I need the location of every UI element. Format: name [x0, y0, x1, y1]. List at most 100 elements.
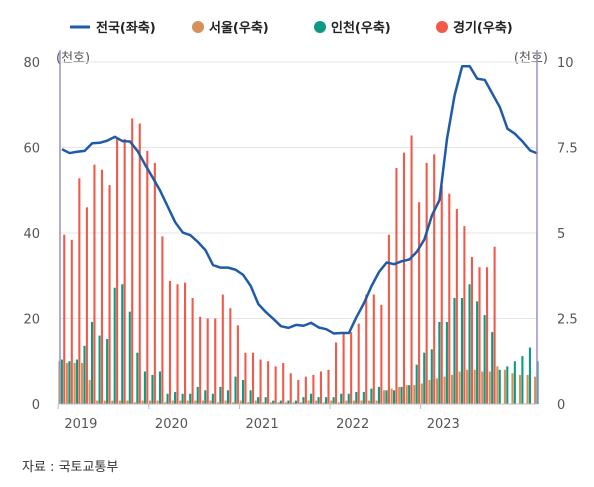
- gyeonggi-bar: [267, 361, 270, 404]
- seoul-bar: [322, 402, 325, 404]
- seoul-bar: [164, 402, 167, 404]
- gyeonggi-bar: [486, 267, 489, 404]
- incheon-bar: [445, 321, 448, 404]
- seoul-bar: [186, 400, 189, 404]
- seoul-bar: [292, 402, 295, 404]
- seoul-bar: [518, 374, 522, 404]
- left-axis-unit: (천호): [56, 51, 90, 66]
- gyeonggi-bar: [372, 294, 375, 404]
- incheon-bar: [430, 349, 433, 404]
- gyeonggi-bar: [410, 135, 413, 404]
- left-tick-label: 60: [23, 142, 40, 157]
- gyeonggi-bar: [335, 342, 338, 404]
- incheon-bar: [347, 393, 350, 404]
- right-tick-label: 2.5: [557, 313, 578, 328]
- incheon-bar: [385, 390, 388, 404]
- left-tick-label: 20: [23, 313, 40, 328]
- gyeonggi-bar: [229, 308, 232, 404]
- legend: 전국(좌축) 서울(우축) 인천(우축) 경기(우축): [70, 20, 513, 36]
- gyeonggi-bar: [402, 152, 406, 404]
- gyeonggi-bar: [161, 236, 164, 404]
- gyeonggi-bar: [282, 362, 285, 404]
- incheon-bar: [158, 371, 162, 404]
- incheon-bar: [355, 392, 358, 404]
- gyeonggi-bar: [191, 297, 194, 404]
- incheon-bar: [226, 390, 229, 404]
- gyeonggi-bar: [365, 294, 368, 404]
- incheon-bar: [377, 386, 380, 404]
- seoul-bar: [413, 385, 416, 404]
- gyeonggi-bar: [85, 207, 88, 404]
- incheon-bar: [513, 361, 516, 404]
- gyeonggi-bar: [108, 185, 111, 404]
- axes: [59, 50, 538, 405]
- seoul-bar: [194, 400, 197, 404]
- incheon-bar: [75, 359, 78, 404]
- seoul-bar: [390, 388, 393, 404]
- national-series-line: [61, 65, 539, 335]
- gyeonggi-bar: [380, 304, 383, 404]
- gyeonggi-bar: [184, 282, 187, 404]
- incheon-bar: [166, 393, 169, 404]
- incheon-bar: [143, 371, 146, 404]
- incheon-bar: [272, 400, 275, 404]
- gyeonggi-bar: [116, 138, 119, 404]
- x-tick-label: 2020: [155, 417, 188, 432]
- seoul-bar: [488, 371, 491, 404]
- seoul-bar: [451, 374, 454, 404]
- gyeonggi-bar: [463, 226, 466, 404]
- gyeonggi-bar: [418, 202, 421, 404]
- seoul-bar: [73, 362, 76, 404]
- incheon-bar: [340, 393, 343, 404]
- seoul-bar: [247, 402, 250, 404]
- incheon-bar: [400, 386, 403, 404]
- incheon-bar: [242, 380, 245, 404]
- seoul-bar: [171, 400, 174, 404]
- incheon-bar: [249, 390, 252, 404]
- gyeonggi-bar: [455, 209, 458, 404]
- incheon-bar: [189, 393, 192, 404]
- seoul-bar: [254, 400, 257, 404]
- incheon-bar: [476, 301, 479, 404]
- incheon-bar: [438, 321, 441, 404]
- seoul-bar: [262, 402, 265, 404]
- gyeonggi-bar: [312, 374, 315, 404]
- gyeonggi-bar: [470, 256, 473, 404]
- incheon-bar: [483, 315, 486, 404]
- incheon-bar: [113, 287, 116, 404]
- right-tick-label: 0: [557, 398, 565, 413]
- gyeonggi-bar: [206, 318, 209, 404]
- incheon-bar: [279, 400, 282, 404]
- incheon-bar: [309, 393, 313, 404]
- seoul-bar: [458, 371, 461, 404]
- legend-dot-gyeonggi-icon: [436, 21, 448, 33]
- gyeonggi-bar: [350, 332, 353, 404]
- seoul-bar: [473, 369, 476, 404]
- seoul-bar: [239, 400, 242, 404]
- gyeonggi-bar: [493, 246, 496, 404]
- seoul-bar: [503, 369, 506, 404]
- gyeonggi-bar: [440, 185, 443, 404]
- gyeonggi-bar: [153, 162, 156, 404]
- seoul-bar: [511, 373, 514, 404]
- gyeonggi-bar: [274, 366, 277, 404]
- seoul-bar: [269, 402, 272, 404]
- right-tick-label: 10: [557, 56, 574, 71]
- incheon-bar: [136, 352, 139, 404]
- gyeonggi-bar: [342, 332, 345, 404]
- gyeonggi-bar: [199, 316, 202, 404]
- seoul-bar: [232, 402, 235, 404]
- gyeonggi-bar: [146, 150, 149, 404]
- right-tick-label: 7.5: [557, 142, 578, 157]
- seoul-bar: [534, 376, 537, 404]
- incheon-bar: [408, 385, 411, 404]
- gyeonggi-bar: [244, 352, 247, 404]
- incheon-bar: [257, 397, 260, 404]
- incheon-bar: [453, 297, 456, 404]
- incheon-bar: [528, 347, 531, 404]
- incheon-bar: [521, 356, 524, 404]
- x-tick-label: 2022: [336, 417, 369, 432]
- incheon-bar: [151, 374, 154, 404]
- incheon-bar: [196, 386, 199, 404]
- incheon-bar: [491, 332, 494, 404]
